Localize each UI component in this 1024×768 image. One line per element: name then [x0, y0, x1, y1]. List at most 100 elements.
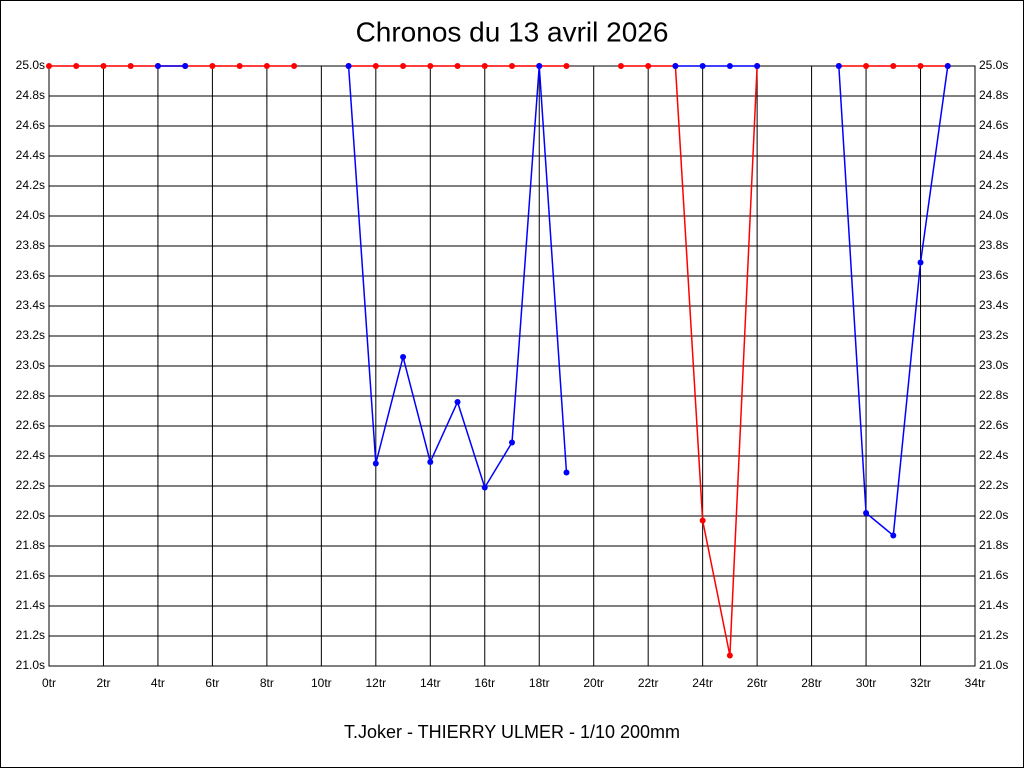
x-tick-label: 0tr	[42, 676, 56, 690]
data-point	[536, 63, 543, 69]
data-point	[944, 63, 951, 69]
y-tick-label: 25.0s	[16, 58, 45, 72]
data-point	[182, 63, 189, 69]
x-tick-label: 12tr	[365, 676, 386, 690]
y2-tick-label: 23.2s	[979, 328, 1008, 342]
y2-tick-label: 24.8s	[979, 88, 1008, 102]
chart-title: Chronos du 13 avril 2026	[356, 16, 669, 47]
data-point	[890, 63, 897, 69]
y2-tick-label: 24.2s	[979, 178, 1008, 192]
data-point	[400, 63, 407, 69]
x-tick-label: 2tr	[96, 676, 110, 690]
y-tick-label: 23.8s	[16, 238, 45, 252]
data-point	[427, 63, 434, 69]
y2-tick-label: 22.2s	[979, 478, 1008, 492]
data-point	[481, 63, 488, 69]
y-tick-label: 21.2s	[16, 628, 45, 642]
y-tick-label: 23.2s	[16, 328, 45, 342]
y2-tick-label: 23.4s	[979, 298, 1008, 312]
data-point	[345, 63, 352, 69]
y2-tick-label: 23.6s	[979, 268, 1008, 282]
x-tick-label: 6tr	[205, 676, 219, 690]
y-tick-label: 23.4s	[16, 298, 45, 312]
data-point	[917, 63, 924, 69]
y2-tick-label: 21.2s	[979, 628, 1008, 642]
data-point	[835, 63, 842, 69]
y-tick-label: 24.0s	[16, 208, 45, 222]
y2-tick-label: 21.4s	[979, 598, 1008, 612]
data-point	[372, 63, 379, 69]
data-point	[509, 439, 515, 446]
x-tick-label: 18tr	[529, 676, 550, 690]
y-tick-label: 24.6s	[16, 118, 45, 132]
x-tick-label: 24tr	[692, 676, 713, 690]
data-point	[726, 652, 733, 659]
data-point	[263, 63, 270, 69]
data-point	[400, 354, 407, 360]
data-point	[509, 63, 515, 69]
data-point	[427, 459, 434, 465]
y2-tick-label: 25.0s	[979, 58, 1008, 72]
y2-tick-label: 22.0s	[979, 508, 1008, 522]
data-point	[100, 63, 107, 69]
data-point	[863, 510, 870, 516]
y-tick-label: 21.6s	[16, 568, 45, 582]
x-tick-label: 10tr	[311, 676, 332, 690]
y2-tick-label: 22.6s	[979, 418, 1008, 432]
y-tick-label: 24.4s	[16, 148, 45, 162]
data-point	[73, 63, 80, 69]
y-tick-label: 24.2s	[16, 178, 45, 192]
y2-tick-label: 24.4s	[979, 148, 1008, 162]
y2-tick-label: 22.4s	[979, 448, 1008, 462]
data-point	[754, 63, 761, 69]
x-tick-label: 22tr	[638, 676, 659, 690]
data-point	[863, 63, 870, 69]
x-tick-label: 20tr	[583, 676, 604, 690]
data-point	[563, 469, 570, 476]
data-point	[154, 63, 161, 69]
y-tick-label: 21.4s	[16, 598, 45, 612]
y2-tick-label: 23.8s	[979, 238, 1008, 252]
data-point	[209, 63, 216, 69]
data-point	[617, 63, 624, 69]
x-tick-label: 14tr	[420, 676, 441, 690]
y2-tick-label: 24.0s	[979, 208, 1008, 222]
y-tick-label: 23.0s	[16, 358, 45, 372]
y-tick-label: 22.2s	[16, 478, 45, 492]
y-tick-label: 21.8s	[16, 538, 45, 552]
x-tick-label: 8tr	[260, 676, 274, 690]
x-tick-label: 4tr	[151, 676, 165, 690]
y2-tick-label: 24.6s	[979, 118, 1008, 132]
y-tick-label: 22.8s	[16, 388, 45, 402]
x-tick-label: 16tr	[474, 676, 495, 690]
y-tick-label: 22.0s	[16, 508, 45, 522]
data-point	[563, 63, 570, 69]
data-point	[372, 460, 379, 467]
y-tick-label: 24.8s	[16, 88, 45, 102]
x-tick-label: 34tr	[965, 676, 986, 690]
data-point	[699, 63, 706, 69]
data-point	[454, 63, 461, 69]
x-axis-label: T.Joker - THIERRY ULMER - 1/10 200mm	[344, 722, 680, 742]
data-point	[481, 484, 488, 491]
data-point	[291, 63, 298, 69]
data-point	[917, 259, 924, 266]
data-point	[890, 532, 897, 539]
y2-tick-label: 21.6s	[979, 568, 1008, 582]
data-point	[46, 63, 52, 69]
y2-tick-label: 22.8s	[979, 388, 1008, 402]
y2-tick-label: 21.0s	[979, 658, 1008, 672]
data-point	[699, 517, 706, 524]
data-point	[127, 63, 134, 69]
data-point	[236, 63, 243, 69]
y-tick-label: 21.0s	[16, 658, 45, 672]
data-point	[645, 63, 652, 69]
data-point	[726, 63, 733, 69]
x-tick-label: 32tr	[910, 676, 931, 690]
y-tick-label: 23.6s	[16, 268, 45, 282]
x-tick-label: 30tr	[856, 676, 877, 690]
data-point	[672, 63, 679, 69]
y-tick-label: 22.4s	[16, 448, 45, 462]
